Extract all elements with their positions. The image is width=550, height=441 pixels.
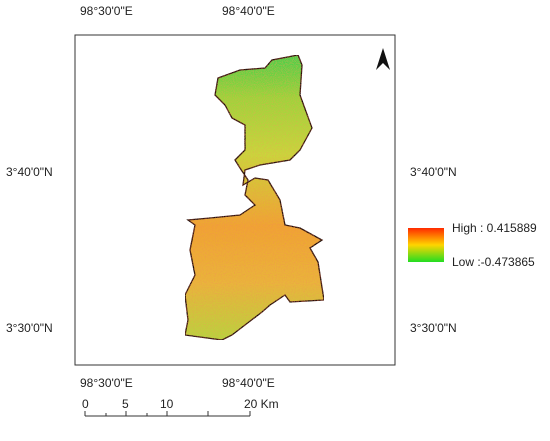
coord-label: 98°30'0"E: [80, 4, 133, 18]
coord-label: 3°30'0"N: [410, 321, 457, 335]
region: [184, 54, 325, 341]
scale-bar: [84, 411, 251, 417]
coord-label: 98°40'0"E: [222, 376, 275, 390]
legend-ramp: [408, 228, 444, 262]
scale-label: 5: [122, 397, 129, 411]
legend-label: High : 0.415889: [452, 221, 537, 235]
coord-label: 98°30'0"E: [80, 376, 133, 390]
coord-label: 98°40'0"E: [222, 4, 275, 18]
legend-label: Low :-0.473865: [452, 255, 535, 269]
coord-label: 3°40'0"N: [410, 165, 457, 179]
north-arrow: [376, 48, 390, 70]
scale-label: 10: [160, 397, 174, 411]
coord-label: 3°40'0"N: [6, 165, 53, 179]
scale-label: 20 Km: [244, 397, 279, 411]
scale-label: 0: [82, 397, 89, 411]
coord-label: 3°30'0"N: [6, 321, 53, 335]
